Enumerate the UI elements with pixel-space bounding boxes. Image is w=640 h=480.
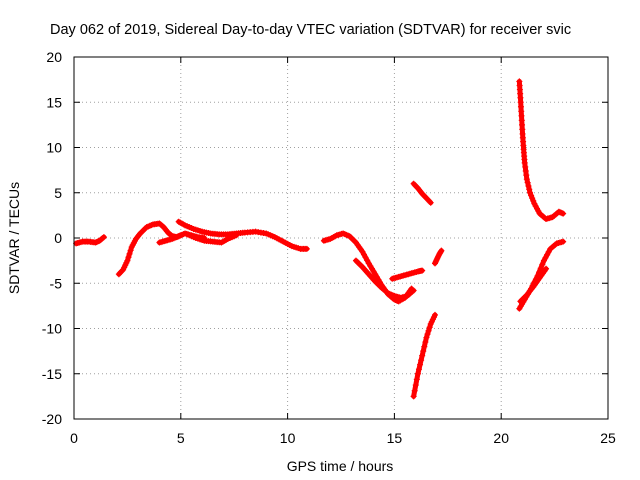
- x-tick-label: 20: [493, 430, 509, 446]
- data-point: [422, 339, 429, 346]
- data-points-layer: [73, 78, 567, 400]
- data-point: [426, 198, 433, 205]
- data-point: [528, 192, 535, 199]
- y-tick-label: -20: [42, 411, 62, 427]
- x-tick-label: 5: [177, 430, 185, 446]
- x-tick-label: 0: [70, 430, 78, 446]
- data-point: [543, 265, 550, 272]
- data-point: [431, 311, 438, 318]
- data-point: [125, 254, 132, 261]
- chart-title: Day 062 of 2019, Sidereal Day-to-day VTE…: [50, 22, 571, 38]
- y-tick-label: 20: [46, 49, 62, 65]
- data-point: [530, 197, 537, 204]
- data-point: [419, 352, 426, 359]
- data-point: [419, 267, 426, 274]
- data-point: [413, 376, 420, 383]
- data-point: [527, 189, 534, 196]
- x-tick-label: 10: [280, 430, 296, 446]
- data-point: [99, 235, 106, 241]
- data-point: [523, 176, 530, 183]
- data-point: [119, 267, 126, 274]
- data-point: [417, 361, 424, 368]
- y-tick-label: 15: [46, 94, 62, 110]
- x-tick-label: 15: [387, 430, 403, 446]
- data-point: [537, 265, 544, 272]
- data-point: [303, 245, 310, 252]
- data-point: [414, 370, 421, 377]
- data-point: [421, 343, 428, 350]
- x-axis-label: GPS time / hours: [287, 458, 394, 474]
- ticks-layer: 0 5 10 15 20 25 -20 -15 -10 -5 0 5 10 15 20: [42, 49, 616, 446]
- y-tick-label: 10: [46, 140, 62, 156]
- data-point: [410, 287, 417, 294]
- y-tick-label: 5: [54, 185, 62, 201]
- data-point: [233, 232, 240, 239]
- data-point: [126, 250, 133, 257]
- data-point: [526, 186, 533, 193]
- data-point: [560, 210, 567, 217]
- data-point: [412, 382, 419, 389]
- data-point: [425, 327, 432, 334]
- data-point: [539, 261, 546, 268]
- y-tick-label: -5: [50, 275, 63, 291]
- x-tick-label: 25: [600, 430, 616, 446]
- data-point: [524, 179, 531, 186]
- data-point: [100, 234, 107, 241]
- data-point: [529, 195, 536, 202]
- data-point: [127, 247, 134, 254]
- data-point: [411, 387, 418, 394]
- data-point: [560, 238, 567, 245]
- data-point: [410, 393, 417, 400]
- data-point: [424, 331, 431, 338]
- data-point: [525, 182, 532, 189]
- data-point: [418, 357, 425, 364]
- data-point: [124, 257, 131, 264]
- y-tick-label: -15: [42, 366, 62, 382]
- data-point: [136, 231, 143, 238]
- data-point: [415, 366, 422, 373]
- y-axis-label: SDTVAR / TECUs: [6, 182, 22, 294]
- data-point: [426, 324, 433, 331]
- data-point: [427, 199, 434, 206]
- data-point: [420, 348, 427, 355]
- data-point: [438, 247, 445, 254]
- y-tick-label: -10: [42, 321, 62, 337]
- data-point: [423, 334, 430, 341]
- y-tick-label: 0: [54, 230, 62, 246]
